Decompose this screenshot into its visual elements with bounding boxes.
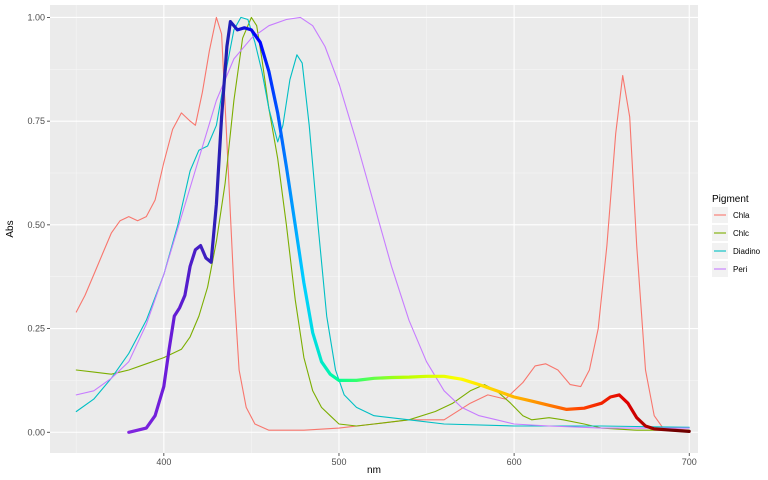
series-layer <box>75 16 691 434</box>
x-tick-label: 700 <box>682 457 697 467</box>
x-axis-title: nm <box>367 465 381 476</box>
y-tick-label: 0.25 <box>27 324 45 334</box>
legend: Pigment Chla Chlc Diadino Peri <box>712 194 761 277</box>
legend-label-diadino: Diadino <box>733 247 761 256</box>
x-tick-label: 600 <box>507 457 522 467</box>
x-tick-label: 500 <box>331 457 346 467</box>
grid-minor <box>50 5 698 453</box>
legend-label-chla: Chla <box>733 211 750 220</box>
series-line-peri <box>75 16 690 429</box>
y-tick-label: 0.50 <box>27 220 45 230</box>
spectrum-line <box>127 20 691 434</box>
y-tick-label: 1.00 <box>27 12 45 22</box>
x-tick-label: 400 <box>156 457 171 467</box>
y-axis-title: Abs <box>5 220 16 237</box>
y-tick-label: 0.75 <box>27 116 45 126</box>
series-line-chla <box>75 16 690 431</box>
grid-major <box>50 5 698 453</box>
series-line-chlc <box>75 16 690 431</box>
legend-label-peri: Peri <box>733 265 747 274</box>
y-axis-ticks: 0.00 0.25 0.50 0.75 1.00 <box>27 12 50 437</box>
legend-label-chlc: Chlc <box>733 229 749 238</box>
series-line-diadino <box>75 16 690 428</box>
plot-panel <box>50 5 698 453</box>
x-axis-ticks: 400 500 600 700 <box>156 453 697 467</box>
y-tick-label: 0.00 <box>27 427 45 437</box>
legend-title: Pigment <box>712 194 749 205</box>
